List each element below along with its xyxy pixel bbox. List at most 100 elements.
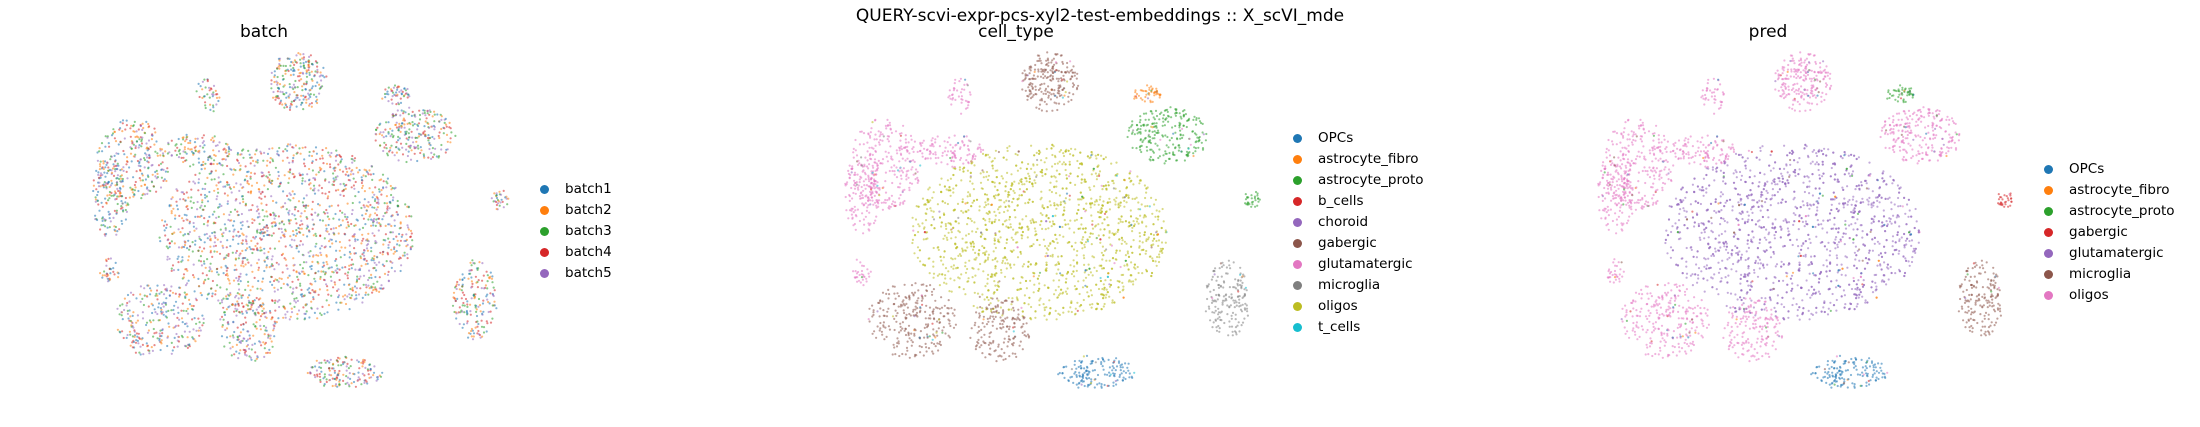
scatter-point — [237, 336, 239, 338]
scatter-point — [351, 294, 353, 296]
scatter-point — [464, 305, 466, 307]
scatter-point — [214, 135, 216, 137]
scatter-point — [326, 261, 328, 263]
scatter-point — [131, 140, 133, 142]
scatter-point — [433, 125, 435, 127]
scatter-point — [466, 310, 468, 312]
scatter-point — [1048, 313, 1050, 315]
scatter-point — [258, 306, 260, 308]
scatter-point — [496, 208, 498, 210]
scatter-point — [987, 289, 989, 291]
scatter-point — [436, 155, 438, 157]
scatter-point — [1024, 191, 1026, 193]
scatter-point — [1090, 198, 1092, 200]
scatter-point — [368, 169, 370, 171]
scatter-point — [276, 150, 278, 152]
scatter-point — [1139, 179, 1141, 181]
scatter-point — [296, 62, 298, 64]
scatter-point — [1061, 226, 1063, 228]
scatter-point — [206, 233, 208, 235]
scatter-point — [289, 244, 291, 246]
scatter-point — [194, 244, 196, 246]
scatter-point — [279, 83, 281, 85]
scatter-point — [1158, 256, 1160, 258]
scatter-point — [1034, 171, 1036, 173]
scatter-point — [1053, 279, 1055, 281]
scatter-point — [424, 112, 426, 114]
scatter-point — [167, 322, 169, 324]
scatter-point — [353, 188, 355, 190]
scatter-point — [98, 210, 100, 212]
scatter-point — [1055, 238, 1057, 240]
scatter-point — [202, 147, 204, 149]
scatter-point — [921, 222, 923, 224]
scatter-point — [474, 296, 476, 298]
scatter-point — [401, 125, 403, 127]
scatter-point — [335, 383, 337, 385]
scatter-point — [475, 276, 477, 278]
scatter-point — [307, 289, 309, 291]
scatter-point — [134, 184, 136, 186]
scatter-point — [482, 300, 484, 302]
scatter-point — [308, 316, 310, 318]
scatter-point — [1001, 175, 1003, 177]
scatter-point — [285, 65, 287, 67]
scatter-point — [192, 328, 194, 330]
scatter-point — [263, 231, 265, 233]
scatter-point — [215, 290, 217, 292]
scatter-point — [316, 360, 318, 362]
scatter-point — [214, 293, 216, 295]
scatter-point — [199, 172, 201, 174]
scatter-point — [490, 311, 492, 313]
scatter-point — [114, 190, 116, 192]
scatter-point — [326, 285, 328, 287]
scatter-point — [1054, 247, 1056, 249]
scatter-point — [266, 225, 268, 227]
scatter-point — [147, 349, 149, 351]
scatter-point — [203, 144, 205, 146]
scatter-point — [1090, 154, 1092, 156]
scatter-point — [258, 259, 260, 261]
scatter-point — [104, 225, 106, 227]
scatter-point — [1108, 296, 1110, 298]
scatter-point — [943, 256, 945, 258]
scatter-point — [261, 191, 263, 193]
scatter-point — [925, 219, 927, 221]
scatter-point — [232, 346, 234, 348]
scatter-point — [396, 122, 398, 124]
scatter-point — [109, 158, 111, 160]
scatter-point — [1007, 210, 1009, 212]
scatter-point — [277, 317, 279, 319]
scatter-point — [186, 205, 188, 207]
scatter-point — [1157, 245, 1159, 247]
scatter-point — [363, 204, 365, 206]
scatter-point — [291, 101, 293, 103]
scatter-point — [507, 198, 509, 200]
scatter-point — [926, 199, 928, 201]
scatter-point — [1007, 226, 1009, 228]
scatter-point — [1088, 187, 1090, 189]
scatter-point — [260, 344, 262, 346]
scatter-point — [237, 160, 239, 162]
scatter-point — [1025, 215, 1027, 217]
scatter-point — [310, 301, 312, 303]
scatter-point — [292, 190, 294, 192]
scatter-point — [121, 207, 123, 209]
scatter-point — [285, 104, 287, 106]
scatter-point — [204, 205, 206, 207]
scatter-point — [241, 195, 243, 197]
scatter-point — [1004, 247, 1006, 249]
scatter-point — [1109, 260, 1111, 262]
scatter-point — [982, 270, 984, 272]
scatter-point — [235, 277, 237, 279]
scatter-point — [225, 295, 227, 297]
scatter-point — [994, 243, 996, 245]
scatter-point — [338, 232, 340, 234]
scatter-point — [377, 376, 379, 378]
scatter-point — [1065, 163, 1067, 165]
scatter-point — [365, 292, 367, 294]
scatter-point — [997, 285, 999, 287]
scatter-point — [105, 164, 107, 166]
scatter-point — [314, 365, 316, 367]
scatter-point — [186, 214, 188, 216]
